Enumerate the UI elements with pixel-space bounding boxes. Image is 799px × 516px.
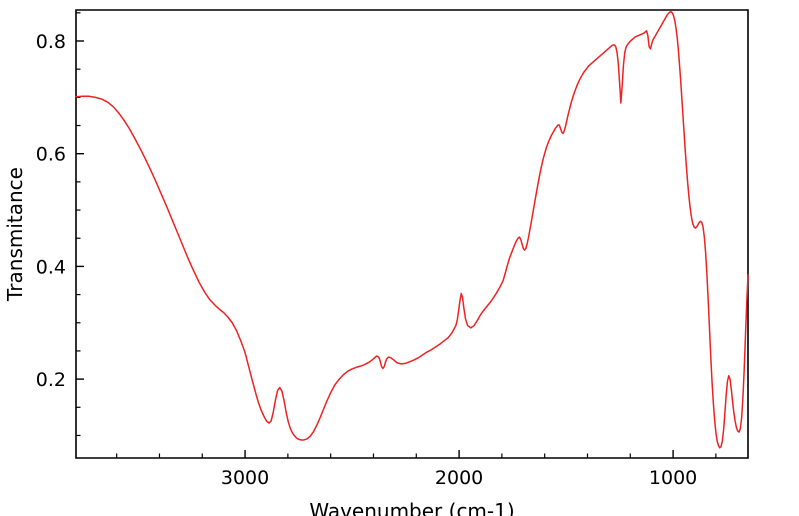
x-axis-ticks <box>116 450 717 458</box>
y-tick-label: 0.6 <box>36 144 66 166</box>
x-tick-label: 3000 <box>221 467 269 489</box>
x-tick-label: 1000 <box>649 467 697 489</box>
y-tick-label: 0.4 <box>36 256 66 278</box>
axes-frame <box>75 9 749 459</box>
y-axis-tick-labels: 0.2 0.4 0.6 0.8 <box>36 31 66 391</box>
x-axis-title: Wavenumber (cm-1) <box>309 499 514 516</box>
x-tick-label: 2000 <box>435 467 483 489</box>
y-axis-title: Transmitance <box>3 167 27 302</box>
y-tick-label: 0.8 <box>36 31 66 53</box>
y-axis-ticks <box>76 12 84 437</box>
y-tick-label: 0.2 <box>36 369 66 391</box>
spectrum-curve <box>75 10 749 449</box>
x-axis-tick-labels: 3000 2000 1000 <box>221 467 697 489</box>
